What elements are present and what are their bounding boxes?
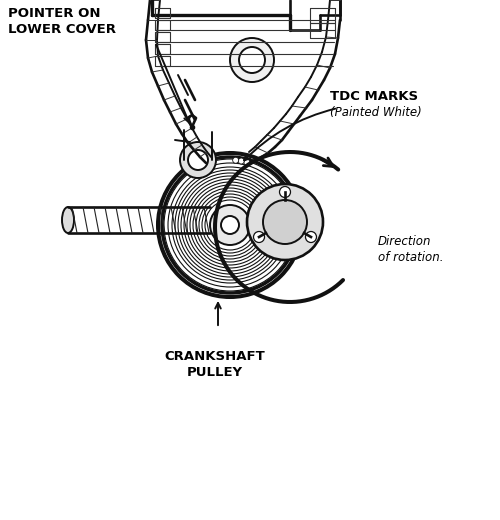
Text: TDC MARKS: TDC MARKS [330, 90, 418, 103]
Circle shape [247, 184, 323, 260]
Circle shape [230, 38, 274, 82]
Circle shape [238, 158, 244, 164]
Circle shape [306, 231, 316, 242]
Text: CRANKSHAFT
PULLEY: CRANKSHAFT PULLEY [164, 350, 266, 379]
Circle shape [244, 159, 250, 165]
Text: Direction
of rotation.: Direction of rotation. [378, 235, 444, 264]
Ellipse shape [62, 207, 74, 233]
Circle shape [180, 142, 216, 178]
Circle shape [232, 157, 238, 163]
Circle shape [254, 231, 264, 242]
Text: POINTER ON
LOWER COVER: POINTER ON LOWER COVER [8, 7, 116, 36]
Circle shape [263, 200, 307, 244]
Circle shape [239, 47, 265, 73]
Circle shape [188, 150, 208, 170]
Text: (Painted White): (Painted White) [330, 106, 422, 119]
Circle shape [210, 205, 250, 245]
Circle shape [280, 187, 290, 198]
Circle shape [221, 216, 239, 234]
Circle shape [158, 153, 302, 297]
